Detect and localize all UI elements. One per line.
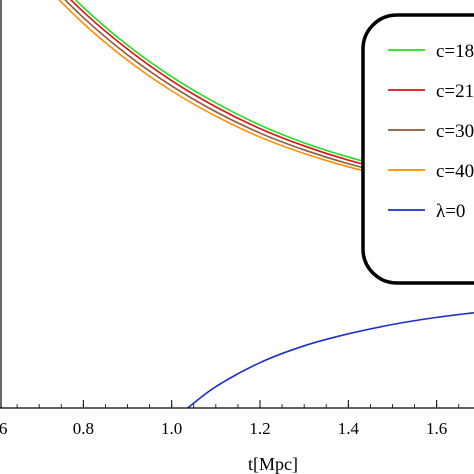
x-tick-label: 1.6 (426, 419, 447, 438)
legend-label-2: c=30 (436, 121, 474, 142)
x-tick-label: 1.4 (338, 419, 360, 438)
legend-label-0: c=18 (436, 41, 474, 62)
series-line-4 (186, 312, 474, 408)
x-axis-ticks: .6 0.8 1.0 1.2 1.4 1.6 (0, 400, 460, 438)
x-tick-label: 0.8 (73, 419, 94, 438)
legend-box (361, 13, 474, 285)
legend-label-1: c=21 (436, 81, 474, 102)
x-tick-label: .6 (0, 419, 7, 438)
legend-label-3: c=40 (436, 161, 474, 182)
legend-label-4: λ=0 (436, 201, 465, 222)
legend: c=18 c=21 c=30 c=40 λ=0 (361, 13, 474, 285)
x-axis-label: t[Mpc] (248, 454, 298, 474)
x-tick-label: 1.0 (161, 419, 182, 438)
x-tick-label: 1.2 (249, 419, 270, 438)
